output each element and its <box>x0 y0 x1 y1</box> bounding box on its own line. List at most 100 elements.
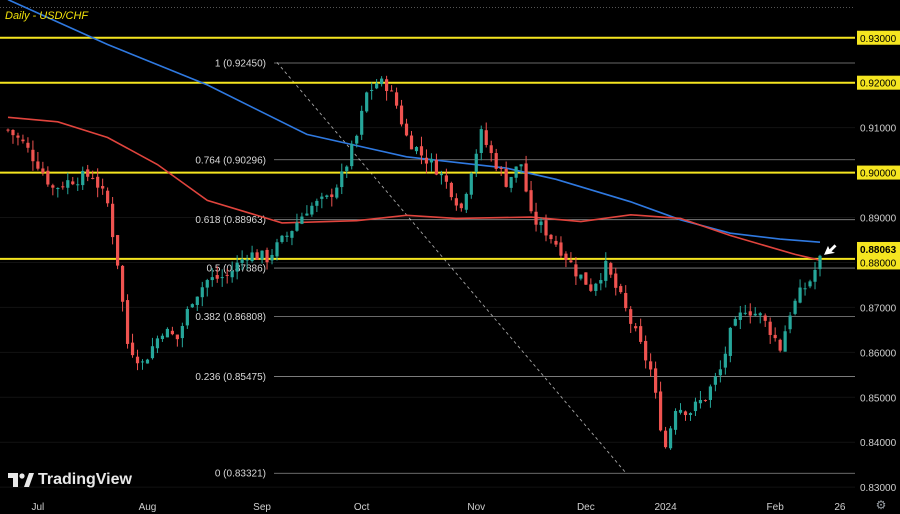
candle-body <box>16 135 20 138</box>
candle-body <box>409 135 414 150</box>
candle-body <box>31 149 35 162</box>
price-tag-key-level <box>857 30 900 45</box>
candle-body <box>385 79 389 91</box>
candle-body <box>773 334 777 339</box>
candle-body <box>683 411 688 416</box>
candle-body <box>325 195 329 197</box>
candle-body <box>71 181 75 185</box>
candle-body <box>51 185 55 188</box>
price-axis-label: 0.83000 <box>860 483 897 494</box>
price-axis-label: 0.92000 <box>860 79 897 90</box>
candle-body <box>61 186 65 188</box>
fib-level-label: 0 (0.83321) <box>215 469 266 480</box>
candle-body <box>454 198 458 206</box>
candle-body <box>230 271 234 278</box>
settings-gear-icon[interactable]: ⚙ <box>875 498 887 512</box>
candle-body <box>300 216 304 224</box>
candle-body <box>91 177 95 179</box>
candle-body <box>489 145 493 154</box>
candle-body <box>220 277 224 279</box>
candle-body <box>270 254 274 261</box>
candle-body <box>579 274 583 279</box>
candle-body <box>155 338 160 349</box>
candle-body <box>599 280 603 284</box>
tradingview-logo-text: TradingView <box>38 471 132 488</box>
candle-body <box>66 180 70 188</box>
candle-body <box>499 168 503 170</box>
candle-body <box>798 287 802 303</box>
candle-body <box>544 220 548 236</box>
candle-body <box>135 356 140 364</box>
candle-body <box>330 194 334 197</box>
tradingview-logo[interactable]: TradingView <box>8 471 132 489</box>
candle-body <box>165 328 170 338</box>
time-axis-label: Nov <box>467 502 485 513</box>
fib-level-label: 0.618 (0.88963) <box>195 215 266 226</box>
candle-body <box>150 346 155 359</box>
price-axis-label: 0.86000 <box>860 348 897 359</box>
annotation-arrow-icon <box>824 244 837 255</box>
candle-body <box>21 139 25 142</box>
candle-body <box>26 142 30 148</box>
candle-body <box>474 153 478 172</box>
candle-body <box>160 335 165 340</box>
candle-body <box>559 242 563 256</box>
candle-body <box>728 327 732 356</box>
candle-body <box>708 386 713 400</box>
candle-body <box>594 283 598 291</box>
candle-body <box>444 175 448 182</box>
tradingview-logo-icon <box>8 473 34 487</box>
candle-body <box>389 90 394 92</box>
candle-body <box>693 401 698 412</box>
candle-body <box>355 135 359 144</box>
candle-body <box>350 143 354 167</box>
fib-level-label: 0.764 (0.90296) <box>195 155 266 166</box>
candle-body <box>519 164 523 167</box>
time-axis-label: Jul <box>31 502 44 513</box>
candle-body <box>723 353 727 368</box>
candle-body <box>6 129 10 131</box>
time-axis-label: 2024 <box>654 502 677 513</box>
candle-body <box>639 326 643 342</box>
candle-body <box>285 235 289 237</box>
candle-body <box>718 369 722 376</box>
price-axis-label: 0.88000 <box>860 258 897 269</box>
price-axis-label: 0.89000 <box>860 214 897 225</box>
candle-body <box>170 330 174 335</box>
candle-body <box>81 170 85 186</box>
candle-body <box>469 173 473 195</box>
candle-body <box>698 399 703 404</box>
price-axis-label: 0.93000 <box>860 34 897 45</box>
candle-body <box>295 222 299 231</box>
time-axis-label: 26 <box>834 502 846 513</box>
candle-body <box>479 129 483 153</box>
candle-body <box>180 326 184 339</box>
candle-body <box>240 259 244 263</box>
candle-body <box>375 83 379 89</box>
candle-body <box>56 188 60 190</box>
candle-body <box>788 315 792 330</box>
candle-body <box>404 123 409 136</box>
candle-body <box>619 286 623 293</box>
candle-body <box>494 153 498 169</box>
candle-body <box>589 284 593 291</box>
candle-body <box>634 326 638 329</box>
current-price-label: 0.88063 <box>860 245 897 256</box>
candle-body <box>195 296 199 305</box>
price-tag-key-level <box>857 75 900 90</box>
candle-body <box>414 146 419 152</box>
candle-body <box>245 259 249 261</box>
candle-body <box>569 260 573 263</box>
candle-body <box>185 308 189 326</box>
candle-body <box>713 376 717 385</box>
candle-body <box>424 157 429 164</box>
candle-body <box>106 190 110 204</box>
candle-body <box>514 166 518 178</box>
candle-body <box>260 250 264 260</box>
candle-body <box>41 168 45 173</box>
candle-body <box>574 264 578 277</box>
candle-body <box>808 281 812 287</box>
candle-body <box>663 430 668 448</box>
candle-body <box>335 187 339 198</box>
